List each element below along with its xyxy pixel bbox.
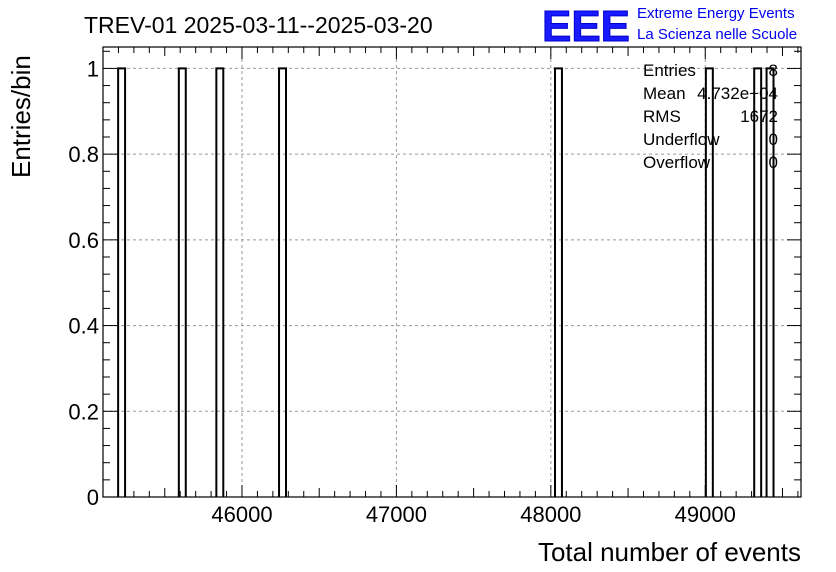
y-axis-title: Entries/bin bbox=[6, 55, 36, 178]
y-tick-label: 1 bbox=[87, 56, 99, 81]
stat-value: 8 bbox=[769, 61, 778, 80]
histogram-bar bbox=[765, 67, 775, 497]
histogram-bar bbox=[554, 67, 563, 497]
histogram-bar bbox=[704, 67, 714, 497]
y-tick-label: 0.4 bbox=[68, 314, 99, 339]
stat-label: Entries bbox=[643, 61, 696, 80]
x-tick-label: 46000 bbox=[211, 502, 272, 527]
histogram-bar bbox=[177, 67, 187, 497]
histogram-bar bbox=[278, 67, 287, 497]
histogram-bar bbox=[753, 67, 763, 497]
y-tick-label: 0.2 bbox=[68, 399, 99, 424]
logo-line-2: La Scienza nelle Scuole bbox=[637, 26, 797, 43]
x-axis-title: Total number of events bbox=[538, 537, 801, 567]
plot-frame bbox=[102, 46, 802, 498]
x-tick-label: 47000 bbox=[366, 502, 427, 527]
stat-label: RMS bbox=[643, 107, 681, 126]
chart-title: TREV-01 2025-03-11--2025-03-20 bbox=[84, 12, 433, 38]
axes: 46000 47000 48000 49000 0 0.2 0.4 0.6 0.8 1 bbox=[68, 46, 802, 527]
stat-value: 0 bbox=[769, 130, 778, 149]
stats-box: Entries 8 Mean 4.732e+04 RMS 1672 Underflow 0 Ov… bbox=[643, 61, 778, 172]
logo-mark: EEE bbox=[542, 2, 630, 51]
x-tick-label: 48000 bbox=[520, 502, 581, 527]
y-tick-label: 0.8 bbox=[68, 142, 99, 167]
y-tick-label: 0.6 bbox=[68, 228, 99, 253]
stat-value: 0 bbox=[769, 153, 778, 172]
stat-label: Underflow bbox=[643, 130, 720, 149]
stat-value: 4.732e+04 bbox=[697, 84, 778, 103]
eee-logo: EEE Extreme Energy Events La Scienza nel… bbox=[542, 2, 798, 52]
logo-line-1: Extreme Energy Events bbox=[637, 5, 795, 22]
stat-label: Mean bbox=[643, 84, 686, 103]
histogram-bars bbox=[117, 67, 775, 497]
histogram-bar bbox=[215, 67, 225, 497]
y-tick-label: 0 bbox=[87, 485, 99, 510]
stat-value: 1672 bbox=[740, 107, 778, 126]
histogram-bar bbox=[117, 67, 127, 497]
stat-label: Overflow bbox=[643, 153, 711, 172]
grid-lines bbox=[103, 47, 801, 497]
x-tick-label: 49000 bbox=[675, 502, 736, 527]
